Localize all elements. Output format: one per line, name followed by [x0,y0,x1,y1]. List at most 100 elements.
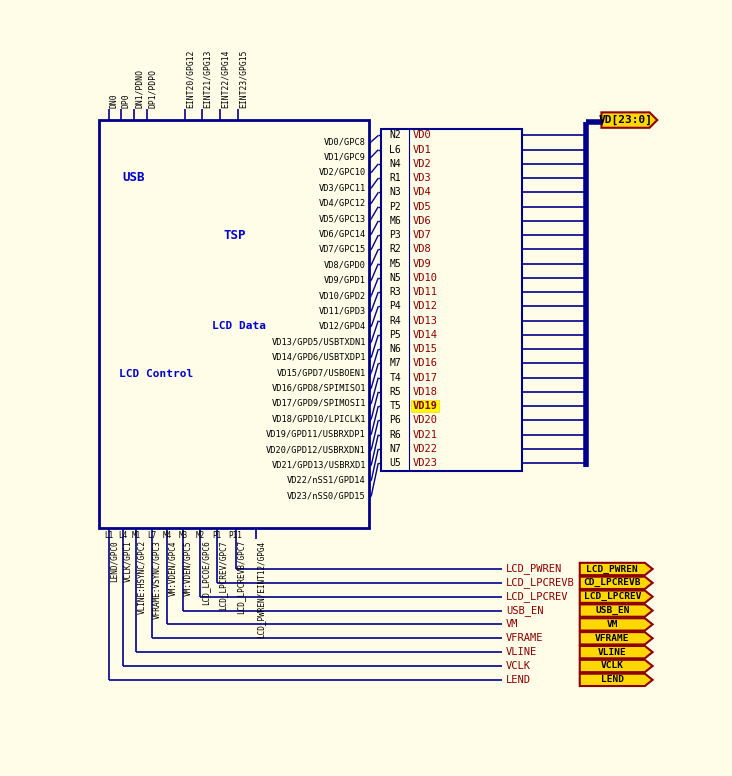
Text: VD8: VD8 [412,244,431,255]
Text: VD19: VD19 [412,401,437,411]
Polygon shape [602,113,657,128]
Text: DN1/PDNO: DN1/PDNO [135,69,144,108]
Text: LCD_LPCREV: LCD_LPCREV [506,591,569,602]
Text: VD18/GPD10/LPICLK1: VD18/GPD10/LPICLK1 [272,414,366,424]
Text: VD2/GPC10: VD2/GPC10 [318,168,366,177]
Text: VD21: VD21 [412,430,437,440]
Text: VD11: VD11 [412,287,437,297]
Bar [381,129,522,471]
Text: P5: P5 [389,330,401,340]
Text: VD10: VD10 [412,273,437,283]
Text: VD4: VD4 [412,188,431,197]
Polygon shape [580,605,653,617]
Text: DP0: DP0 [122,93,131,108]
Text: LEND: LEND [506,675,531,685]
Text: LCD_LPCOE/GPC6: LCD_LPCOE/GPC6 [201,541,210,605]
Text: VD22: VD22 [412,444,437,454]
Text: P2: P2 [389,202,401,212]
Text: VD22/nSS1/GPD14: VD22/nSS1/GPD14 [287,476,366,485]
Text: VD4/GPC12: VD4/GPC12 [318,199,366,208]
Text: EINT23/GPG15: EINT23/GPG15 [239,49,247,108]
Text: LCD_LPCREVB: LCD_LPCREVB [506,577,575,588]
Text: DP1/PDPO: DP1/PDPO [148,69,157,108]
Text: VD15/GPD7/USBOEN1: VD15/GPD7/USBOEN1 [277,368,366,377]
Text: VD5/GPC13: VD5/GPC13 [318,214,366,223]
Text: M5: M5 [389,258,401,268]
Text: LCD_LPCREVB/GPC7: LCD_LPCREVB/GPC7 [236,541,245,615]
Text: VD3: VD3 [412,173,431,183]
Text: VD18: VD18 [412,387,437,397]
Text: VD14/GPD6/USBTXDP1: VD14/GPD6/USBTXDP1 [272,353,366,362]
Text: R5: R5 [389,387,401,397]
Text: EINT20/GPG12: EINT20/GPG12 [185,49,194,108]
Text: VM:VDEN/GPC4: VM:VDEN/GPC4 [168,541,177,596]
Text: TSP: TSP [223,229,246,242]
Text: VLINE: VLINE [506,647,537,657]
Text: P4: P4 [389,301,401,311]
Polygon shape [580,577,653,589]
Text: LCD_PWREN/EINT12/GPG4: LCD_PWREN/EINT12/GPG4 [257,541,266,638]
Polygon shape [580,563,653,575]
Text: VM: VM [607,620,618,629]
Text: VD0/GPC8: VD0/GPC8 [324,137,366,146]
Text: VCLK: VCLK [506,661,531,671]
Text: VD13: VD13 [412,316,437,326]
Text: EINT22/GPG14: EINT22/GPG14 [221,49,230,108]
Text: R4: R4 [389,316,401,326]
Text: VD7/GPC15: VD7/GPC15 [318,245,366,254]
Text: VD21/GPD13/USBRXD1: VD21/GPD13/USBRXD1 [272,460,366,469]
Text: P6: P6 [389,415,401,425]
Text: VCLK/GPC1: VCLK/GPC1 [123,541,132,582]
Text: VD12/GPD4: VD12/GPD4 [318,322,366,331]
Text: VD8/GPD0: VD8/GPD0 [324,260,366,269]
Text: VD0: VD0 [412,130,431,140]
Text: VD9/GPD1: VD9/GPD1 [324,275,366,285]
Text: VD12: VD12 [412,301,437,311]
Text: VD6/GPC14: VD6/GPC14 [318,230,366,238]
Text: VLINE: VLINE [598,648,627,656]
Text: VD1: VD1 [412,144,431,154]
Text: VD17: VD17 [412,372,437,383]
Text: L1: L1 [104,532,113,540]
Text: USB_EN: USB_EN [595,606,630,615]
Text: T5: T5 [389,401,401,411]
Text: VD14: VD14 [412,330,437,340]
Text: VD17/GPD9/SPIMOSI1: VD17/GPD9/SPIMOSI1 [272,399,366,408]
Text: L7: L7 [147,532,157,540]
Text: LEND/GPC0: LEND/GPC0 [109,541,119,582]
Polygon shape [580,646,653,658]
Text: LCD_LPCREV/GPC7: LCD_LPCREV/GPC7 [218,541,227,610]
Text: M3: M3 [179,532,187,540]
Text: VD11/GPD3: VD11/GPD3 [318,307,366,316]
Text: USB_EN: USB_EN [506,605,544,616]
Text: VFRAME:VSYNC/GPC3: VFRAME:VSYNC/GPC3 [153,541,162,619]
Text: P3: P3 [389,230,401,241]
Text: VD6: VD6 [412,216,431,226]
Text: VD20: VD20 [412,415,437,425]
Text: EINT21/GPG13: EINT21/GPG13 [203,49,212,108]
Text: P11: P11 [228,532,242,540]
Text: L6: L6 [389,144,401,154]
Text: L4: L4 [118,532,127,540]
Text: VD23/nSS0/GPD15: VD23/nSS0/GPD15 [287,491,366,501]
Bar [100,120,369,528]
Text: M2: M2 [195,532,205,540]
Text: VD2: VD2 [412,159,431,169]
Text: LEND: LEND [601,675,624,684]
Text: N6: N6 [389,344,401,354]
Text: VD3/GPC11: VD3/GPC11 [318,183,366,192]
Text: VD9: VD9 [412,258,431,268]
Text: VD10/GPD2: VD10/GPD2 [318,291,366,300]
Text: N7: N7 [389,444,401,454]
Text: R2: R2 [389,244,401,255]
Text: VD1/GPC9: VD1/GPC9 [324,153,366,161]
Text: VD19/GPD11/USBRXDP1: VD19/GPD11/USBRXDP1 [266,430,366,438]
Text: VD16: VD16 [412,359,437,369]
Text: VD15: VD15 [412,344,437,354]
Text: N2: N2 [389,130,401,140]
Text: VD20/GPD12/USBRXDN1: VD20/GPD12/USBRXDN1 [266,445,366,454]
Polygon shape [580,660,653,672]
Polygon shape [580,591,653,603]
Text: U5: U5 [389,458,401,468]
Text: N3: N3 [389,188,401,197]
